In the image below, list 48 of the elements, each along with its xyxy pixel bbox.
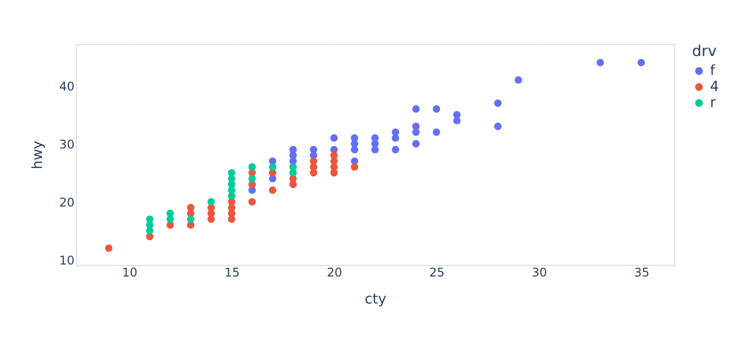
- point: [412, 105, 420, 113]
- y-tick-label: 20: [59, 195, 74, 210]
- point: [596, 58, 604, 66]
- point: [228, 169, 236, 176]
- point: [186, 204, 194, 212]
- y-tick-label: 10: [59, 253, 74, 268]
- point: [350, 146, 358, 154]
- y-axis-title: hwy: [30, 140, 46, 170]
- point: [494, 122, 502, 130]
- point: [412, 140, 420, 148]
- point: [310, 157, 318, 165]
- x-tick-label: 15: [224, 266, 240, 280]
- legend-label: f: [710, 63, 716, 79]
- point: [105, 244, 112, 252]
- legend-title: drv: [692, 42, 717, 60]
- point: [289, 163, 297, 171]
- point: [392, 146, 400, 154]
- y-tick-label: 40: [59, 79, 74, 94]
- x-tick-label: 20: [326, 266, 342, 280]
- point: [166, 210, 174, 218]
- x-tick-label: 10: [122, 266, 138, 280]
- point: [248, 174, 256, 182]
- point: [268, 163, 276, 171]
- point: [412, 128, 420, 136]
- point: [350, 163, 358, 171]
- point: [432, 105, 440, 113]
- legend-label: 4: [710, 79, 719, 95]
- point: [248, 198, 256, 206]
- point: [392, 134, 400, 142]
- point: [638, 58, 645, 66]
- point: [514, 76, 522, 84]
- point: [330, 134, 338, 142]
- point: [268, 186, 276, 194]
- point: [248, 163, 256, 171]
- point: [371, 146, 379, 154]
- point: [494, 99, 502, 107]
- point: [186, 215, 194, 223]
- x-tick-label: 30: [532, 266, 547, 280]
- y-tick-label: 30: [59, 137, 74, 152]
- x-tick-label: 35: [634, 266, 650, 280]
- point: [146, 215, 154, 223]
- point: [330, 152, 338, 160]
- x-tick-label: 25: [429, 266, 445, 280]
- legend-label: r: [710, 95, 716, 111]
- point: [207, 198, 215, 206]
- x-axis-title: cty: [364, 292, 386, 308]
- point: [453, 116, 461, 124]
- point: [432, 128, 440, 136]
